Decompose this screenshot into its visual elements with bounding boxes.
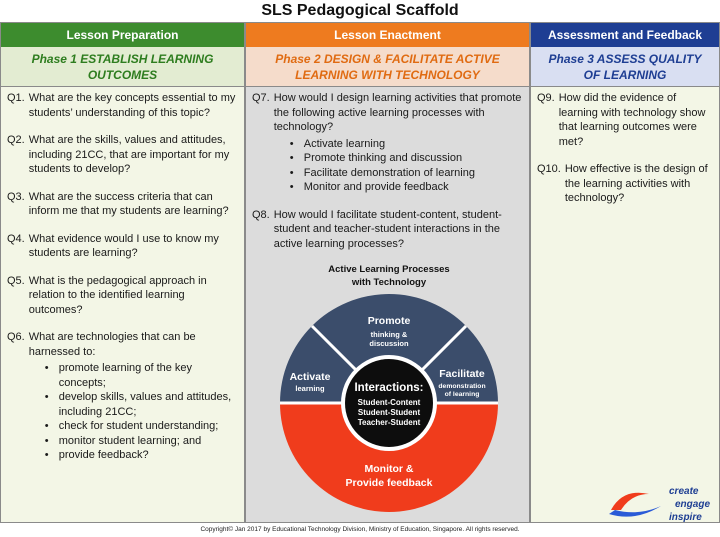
question-body: What are technologies that can be harnes… <box>29 330 238 463</box>
phase-title-line: LEARNING WITH TECHNOLOGY <box>295 68 480 82</box>
phase-title-line: OF LEARNING <box>583 68 667 82</box>
question-item: Q1. What are the key concepts essential … <box>7 91 238 120</box>
question-text: How did the evidence of learning with te… <box>558 92 706 148</box>
logo-swoosh-icon <box>609 506 661 517</box>
question-item: Q2. What are the skills, values and atti… <box>7 133 238 177</box>
question-text: What are the success criteria that can i… <box>28 190 229 218</box>
active-learning-wheel: Promote thinking & discussion Activate l… <box>280 294 498 512</box>
question-number: Q8. <box>252 208 270 221</box>
facilitate-sub-label: of learning <box>445 391 480 398</box>
question-text: What are the key concepts essential to m… <box>28 92 236 119</box>
logo-word: create <box>669 486 699 497</box>
promote-label: Promote <box>368 315 411 327</box>
monitor-label: Monitor & <box>365 463 414 475</box>
question-list: Q1. What are the key concepts essential … <box>1 87 244 480</box>
bullet-list: promote learning of the key concepts; de… <box>29 361 238 463</box>
lesson-preparation-column: Lesson Preparation Phase 1 ESTABLISH LEA… <box>0 22 245 523</box>
assessment-feedback-column: Assessment and Feedback Phase 3 ASSESS Q… <box>530 22 720 523</box>
bullet-item: provide feedback? <box>45 448 238 463</box>
question-text: How effective is the design of the learn… <box>564 163 708 204</box>
bullet-item: Activate learning <box>290 137 523 152</box>
question-item: Q7. How would I design learning activiti… <box>252 91 523 195</box>
active-learning-diagram: Active Learning Processes with Technolog… <box>278 263 500 525</box>
question-number: Q10. <box>537 163 561 175</box>
wheel-top-half <box>280 294 498 403</box>
question-list: Q7. How would I design learning activiti… <box>246 87 529 268</box>
bullet-item: Monitor and provide feedback <box>290 180 523 195</box>
logo-swoosh-icon <box>611 492 649 510</box>
bullet-item: check for student understanding; <box>45 419 238 434</box>
diagram-title-line: with Technology <box>351 277 427 288</box>
question-item: Q4. What evidence would I use to know my… <box>7 232 238 261</box>
question-item: Q9. How did the evidence of learning wit… <box>537 91 713 149</box>
center-circle <box>345 359 433 447</box>
phase-title: Phase 2 DESIGN & FACILITATE ACTIVE LEARN… <box>246 47 529 87</box>
question-item: Q10. How effective is the design of the … <box>537 162 713 206</box>
bullet-list: Activate learning Promote thinking and d… <box>274 137 523 195</box>
question-text: How would I design learning activities t… <box>273 92 522 133</box>
question-item: Q6. What are technologies that can be ha… <box>7 330 238 463</box>
monitor-label: Provide feedback <box>346 477 433 489</box>
column-header: Assessment and Feedback <box>531 23 719 47</box>
bullet-item: develop skills, values and attitudes, in… <box>45 390 238 419</box>
diagram-title-line: Active Learning Processes <box>328 264 450 275</box>
column-header: Lesson Enactment <box>246 23 529 47</box>
question-number: Q3. <box>7 190 25 203</box>
create-engage-inspire-logo: create engage inspire <box>609 486 710 523</box>
diagram-title: Active Learning Processes with Technolog… <box>278 263 500 289</box>
promote-sub-label: discussion <box>369 339 409 348</box>
interaction-item: Student-Content <box>358 398 421 407</box>
bullet-item: Facilitate demonstration of learning <box>290 166 523 181</box>
phase-title-line: Phase 2 DESIGN & FACILITATE ACTIVE <box>275 52 500 66</box>
question-number: Q5. <box>7 274 25 287</box>
question-item: Q5. What is the pedagogical approach in … <box>7 274 238 318</box>
question-number: Q9. <box>537 92 555 104</box>
question-text: What are technologies that can be harnes… <box>28 331 196 358</box>
activate-label: Activate <box>290 371 331 383</box>
phase-title-line: OUTCOMES <box>87 68 158 82</box>
question-number: Q7. <box>252 92 270 104</box>
copyright-footer: Copyright© Jan 2017 by Educational Techn… <box>200 526 520 533</box>
activate-sub-label: learning <box>295 384 325 393</box>
question-number: Q1. <box>7 92 25 104</box>
question-list: Q9. How did the evidence of learning wit… <box>531 87 719 223</box>
phase-title-line: Phase 1 ESTABLISH LEARNING <box>31 52 214 66</box>
facilitate-sub-label: demonstration <box>438 383 485 390</box>
bullet-item: Promote thinking and discussion <box>290 151 523 166</box>
interaction-item: Student-Student <box>358 408 421 417</box>
question-item: Q3. What are the success criteria that c… <box>7 190 238 219</box>
question-text: What evidence would I use to know my stu… <box>28 232 219 260</box>
phase-title-line: Phase 3 ASSESS QUALITY <box>548 52 702 66</box>
bullet-item: monitor student learning; and <box>45 434 238 449</box>
column-header: Lesson Preparation <box>1 23 244 47</box>
facilitate-label: Facilitate <box>439 368 485 380</box>
page-title: SLS Pedagogical Scaffold <box>261 2 459 19</box>
logo-word: engage <box>675 499 710 510</box>
promote-sub-label: thinking & <box>371 330 408 339</box>
logo-word: inspire <box>669 512 702 523</box>
question-number: Q4. <box>7 232 25 245</box>
interactions-title: Interactions: <box>354 382 423 394</box>
phase-title: Phase 1 ESTABLISH LEARNING OUTCOMES <box>1 47 244 87</box>
question-number: Q2. <box>7 134 25 146</box>
question-text: What is the pedagogical approach in rela… <box>28 274 207 316</box>
question-item: Q8. How would I facilitate student-conte… <box>252 208 523 252</box>
interaction-item: Teacher-Student <box>358 418 421 427</box>
question-body: How would I design learning activities t… <box>274 91 523 195</box>
question-text: How would I facilitate student-content, … <box>273 208 502 250</box>
monitor-segment <box>280 403 498 512</box>
bullet-item: promote learning of the key concepts; <box>45 361 238 390</box>
question-number: Q6. <box>7 331 25 343</box>
question-text: What are the skills, values and attitude… <box>28 134 230 175</box>
phase-title: Phase 3 ASSESS QUALITY OF LEARNING <box>531 47 719 87</box>
